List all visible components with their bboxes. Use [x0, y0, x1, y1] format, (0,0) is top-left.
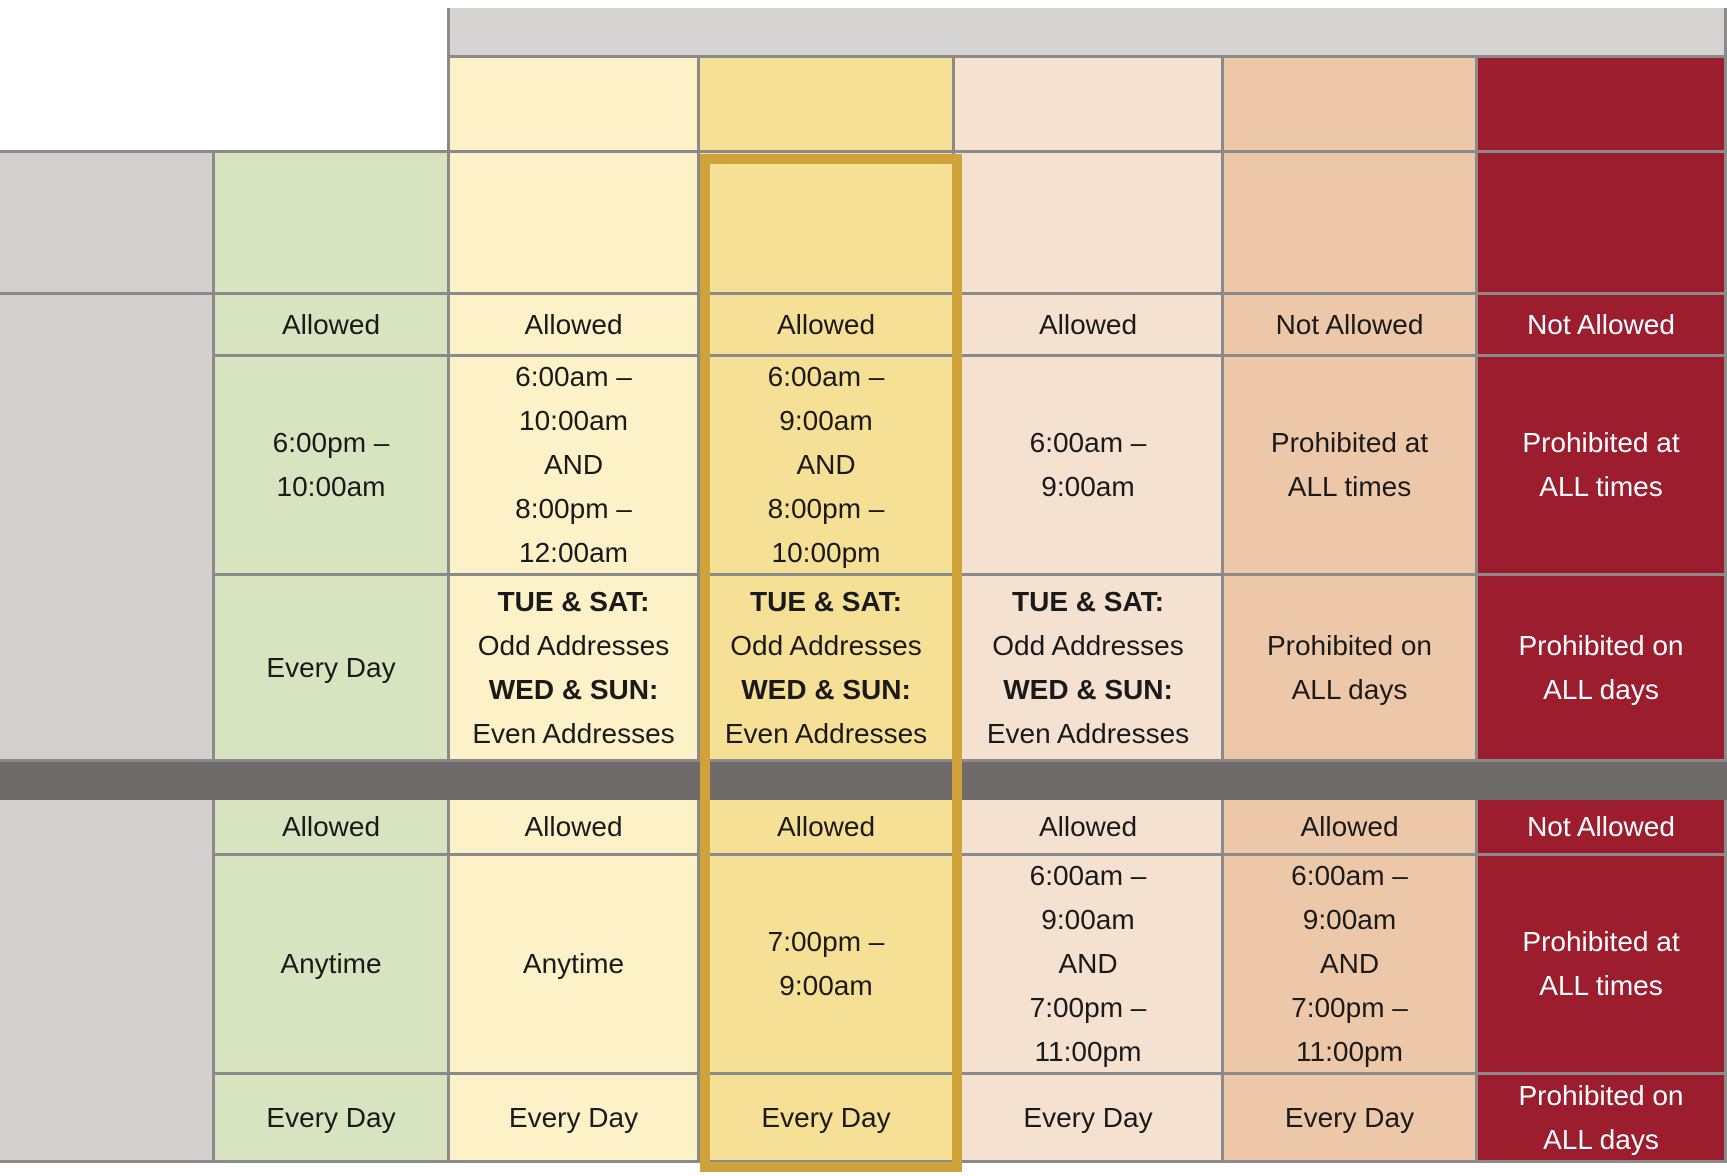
address-label: ALL days: [1543, 673, 1659, 705]
section-1-row-2-stage-3: 6:00am – 9:00am: [955, 357, 1224, 576]
address-label: Odd Addresses: [730, 629, 922, 661]
address-label: Prohibited on: [1518, 629, 1684, 661]
section-1-row-3-stage-5: Prohibited on ALL days: [1478, 576, 1727, 762]
year-round-conservation-header: [215, 153, 450, 295]
cell-text: TUE & SAT: Odd Addresses WED & SUN: Even Ad…: [987, 580, 1189, 756]
section-1-row-2-stage-4: Prohibited at ALL times: [1224, 357, 1478, 576]
section-1-row-3-stage-2: TUE & SAT: Odd Addresses WED & SUN: Even Ad…: [700, 576, 955, 762]
cell-text: TUE & SAT: Odd Addresses WED & SUN: Even Ad…: [725, 580, 927, 756]
section-2-row-3-stage-1: Every Day: [450, 1075, 700, 1163]
address-label: Every Day: [266, 651, 396, 683]
section-2-row-1-stage-3: Allowed: [955, 800, 1224, 856]
section-2-row-3-stage-5: Prohibited on ALL days: [1478, 1075, 1727, 1163]
section-2-row-2-stage-1: Anytime: [450, 856, 700, 1075]
section-1-row-2-stage-5: Prohibited at ALL times: [1478, 357, 1727, 576]
section-1-row-2-year-round: 6:00pm – 10:00am: [215, 357, 450, 576]
section-1-row-3-year-round: Every Day: [215, 576, 450, 762]
soc-threshold-4: [1224, 58, 1478, 153]
section-1-row-1-stage-4: Not Allowed: [1224, 295, 1478, 357]
section-2-row-2-stage-3: 6:00am – 9:00am AND 7:00pm – 11:00pm: [955, 856, 1224, 1075]
section-2-label: [0, 800, 215, 1163]
day-label: WED & SUN:: [741, 673, 911, 705]
section-2-row-1-stage-5: Not Allowed: [1478, 800, 1727, 856]
section-1-label: [0, 295, 215, 762]
address-label: Odd Addresses: [992, 629, 1184, 661]
soc-threshold-2: [700, 58, 955, 153]
section-2-row-1-stage-4: Allowed: [1224, 800, 1478, 856]
day-label: TUE & SAT:: [497, 585, 650, 617]
water-use-table: Allowed Allowed Allowed Allowed Not Allowed N…: [0, 8, 1727, 1168]
cell-text: Prohibited on ALL days: [1518, 624, 1683, 712]
soc-threshold-3: [955, 58, 1224, 153]
section-2-row-3-stage-3: Every Day: [955, 1075, 1224, 1163]
section-1-row-1-stage-2: Allowed: [700, 295, 955, 357]
day-label: TUE & SAT:: [1012, 585, 1164, 617]
section-2-row-3-stage-2: Every Day: [700, 1075, 955, 1163]
cell-text: Every Day: [266, 646, 395, 690]
section-1-row-3-stage-1: TUE & SAT: Odd Addresses WED & SUN: Even Ad…: [450, 576, 700, 762]
day-label: WED & SUN:: [1003, 673, 1173, 705]
section-2-row-1-year-round: Allowed: [215, 800, 450, 856]
section-1-row-1-stage-1: Allowed: [450, 295, 700, 357]
section-1-row-1-stage-3: Allowed: [955, 295, 1224, 357]
address-label: Even Addresses: [472, 717, 675, 749]
section-2-row-2-stage-4: 6:00am – 9:00am AND 7:00pm – 11:00pm: [1224, 856, 1478, 1075]
soc-threshold-1: [450, 58, 700, 153]
stage-4-header: [1224, 153, 1478, 295]
section-2-row-3-stage-4: Every Day: [1224, 1075, 1478, 1163]
stage-1-header: [450, 153, 700, 295]
section-1-row-1-year-round: Allowed: [215, 295, 450, 357]
address-label: Odd Addresses: [477, 629, 670, 661]
address-label: Even Addresses: [986, 717, 1190, 749]
cell-text: Prohibited on ALL days: [1267, 624, 1432, 712]
section-2-row-2-stage-2: 7:00pm – 9:00am: [700, 856, 955, 1075]
section-1-row-3-stage-4: Prohibited on ALL days: [1224, 576, 1478, 762]
section-1-row-1-stage-5: Not Allowed: [1478, 295, 1727, 357]
address-label: Prohibited on: [1266, 629, 1432, 661]
corner-blank: [0, 8, 450, 153]
address-label: Even Addresses: [724, 717, 928, 749]
section-2-row-2-year-round: Anytime: [215, 856, 450, 1075]
section-2-row-3-year-round: Every Day: [215, 1075, 450, 1163]
cell-text: TUE & SAT: Odd Addresses WED & SUN: Even Ad…: [472, 580, 674, 756]
section-1-row-2-stage-1: 6:00am – 10:00am AND 8:00pm – 12:00am: [450, 357, 700, 576]
section-1-row-3-stage-3: TUE & SAT: Odd Addresses WED & SUN: Even Ad…: [955, 576, 1224, 762]
stage-3-header: [955, 153, 1224, 295]
soc-title: [450, 8, 1727, 58]
section-2-row-2-stage-5: Prohibited at ALL times: [1478, 856, 1727, 1075]
section-separator: [0, 762, 1727, 800]
soc-threshold-5: [1478, 58, 1727, 153]
day-label: WED & SUN:: [488, 673, 659, 705]
manner-of-water-use-header: [0, 153, 215, 295]
section-2-row-1-stage-1: Allowed: [450, 800, 700, 856]
section-2-row-1-stage-2: Allowed: [700, 800, 955, 856]
stage-5-header: [1478, 153, 1727, 295]
address-label: ALL days: [1291, 673, 1408, 705]
section-1-row-2-stage-2: 6:00am – 9:00am AND 8:00pm – 10:00pm: [700, 357, 955, 576]
stage-2-header: [700, 153, 955, 295]
day-label: TUE & SAT:: [750, 585, 902, 617]
